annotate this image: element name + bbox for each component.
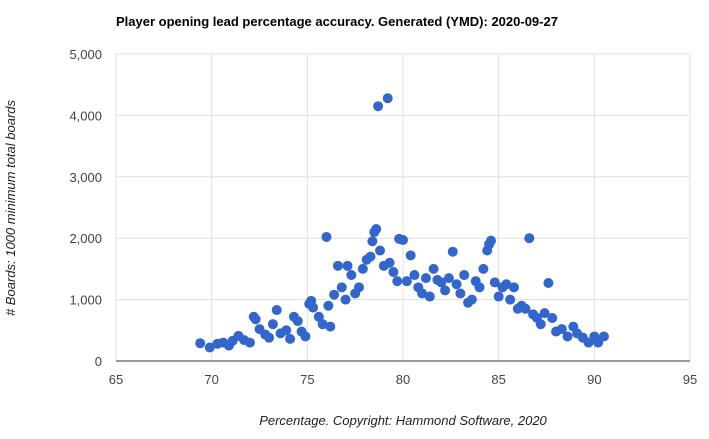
x-tick-label: 65 (109, 372, 123, 387)
data-point (466, 294, 477, 305)
data-point (195, 338, 206, 349)
data-point (371, 223, 382, 234)
data-point (244, 337, 255, 348)
data-point (539, 308, 550, 319)
y-axis-ticks: 0 1,000 2,000 3,000 4,000 5,000 (69, 47, 102, 369)
data-point (474, 282, 485, 293)
data-point (405, 250, 416, 261)
data-point (340, 294, 351, 305)
data-point (250, 314, 261, 325)
data-point (308, 302, 319, 313)
y-tick-label: 0 (95, 354, 102, 369)
data-point (486, 235, 497, 246)
y-axis-title: # Boards: 1000 minimum total boards (3, 99, 18, 316)
x-tick-label: 70 (204, 372, 218, 387)
data-point (204, 342, 215, 353)
data-point (384, 257, 395, 268)
data-point (428, 263, 439, 274)
data-point (478, 263, 489, 274)
data-point (443, 273, 454, 284)
data-point (271, 305, 282, 316)
data-point (409, 270, 420, 281)
data-point (501, 279, 512, 290)
data-point (455, 288, 466, 299)
data-point (313, 311, 324, 322)
data-point (398, 235, 408, 246)
data-point (562, 331, 573, 342)
data-point (321, 231, 332, 242)
chart-title: Player opening lead percentage accuracy.… (116, 14, 558, 29)
data-point (388, 266, 399, 277)
data-point (357, 263, 368, 274)
data-point (365, 251, 376, 262)
data-point (598, 331, 609, 342)
data-point (420, 273, 431, 284)
x-axis-title: Percentage. Copyright: Hammond Software,… (259, 413, 547, 428)
data-point (325, 321, 336, 332)
data-point (285, 333, 296, 344)
y-tick-label: 5,000 (69, 47, 102, 62)
data-point (547, 313, 558, 324)
data-point (436, 277, 447, 288)
y-tick-label: 1,000 (69, 293, 102, 308)
x-tick-label: 90 (587, 372, 601, 387)
data-point (417, 288, 428, 299)
data-point (447, 246, 458, 257)
data-point (424, 291, 435, 302)
y-tick-label: 2,000 (69, 231, 102, 246)
x-tick-label: 85 (491, 372, 505, 387)
data-point (292, 316, 303, 327)
data-point (392, 276, 403, 287)
data-point (489, 277, 500, 288)
data-point (367, 236, 378, 247)
x-tick-label: 80 (396, 372, 410, 387)
data-point (493, 291, 504, 302)
grid (115, 53, 691, 361)
data-point (401, 276, 412, 287)
data-point (336, 282, 347, 293)
data-point (556, 324, 567, 335)
y-tick-label: 4,000 (69, 108, 102, 123)
data-point (375, 245, 386, 256)
data-point (323, 300, 334, 311)
data-point (459, 270, 470, 281)
data-point (505, 294, 516, 305)
data-point (346, 270, 357, 281)
data-point (332, 260, 343, 271)
data-point (267, 319, 278, 330)
data-point (451, 279, 462, 290)
data-points (195, 93, 609, 353)
data-point (440, 285, 451, 296)
data-point (329, 289, 340, 300)
x-tick-label: 75 (300, 372, 314, 387)
data-point (373, 101, 384, 112)
x-axis-ticks: 65 70 75 80 85 90 95 (109, 372, 697, 387)
data-point (535, 319, 546, 330)
data-point (353, 282, 364, 293)
data-point (300, 331, 311, 342)
data-point (281, 325, 292, 336)
data-point (317, 319, 328, 330)
data-point (543, 278, 554, 289)
data-point (520, 303, 531, 314)
data-point (508, 282, 519, 293)
data-point (342, 260, 353, 271)
data-point (382, 93, 393, 104)
x-tick-label: 95 (683, 372, 697, 387)
data-point (524, 233, 535, 244)
data-point (264, 332, 275, 343)
y-tick-label: 3,000 (69, 170, 102, 185)
